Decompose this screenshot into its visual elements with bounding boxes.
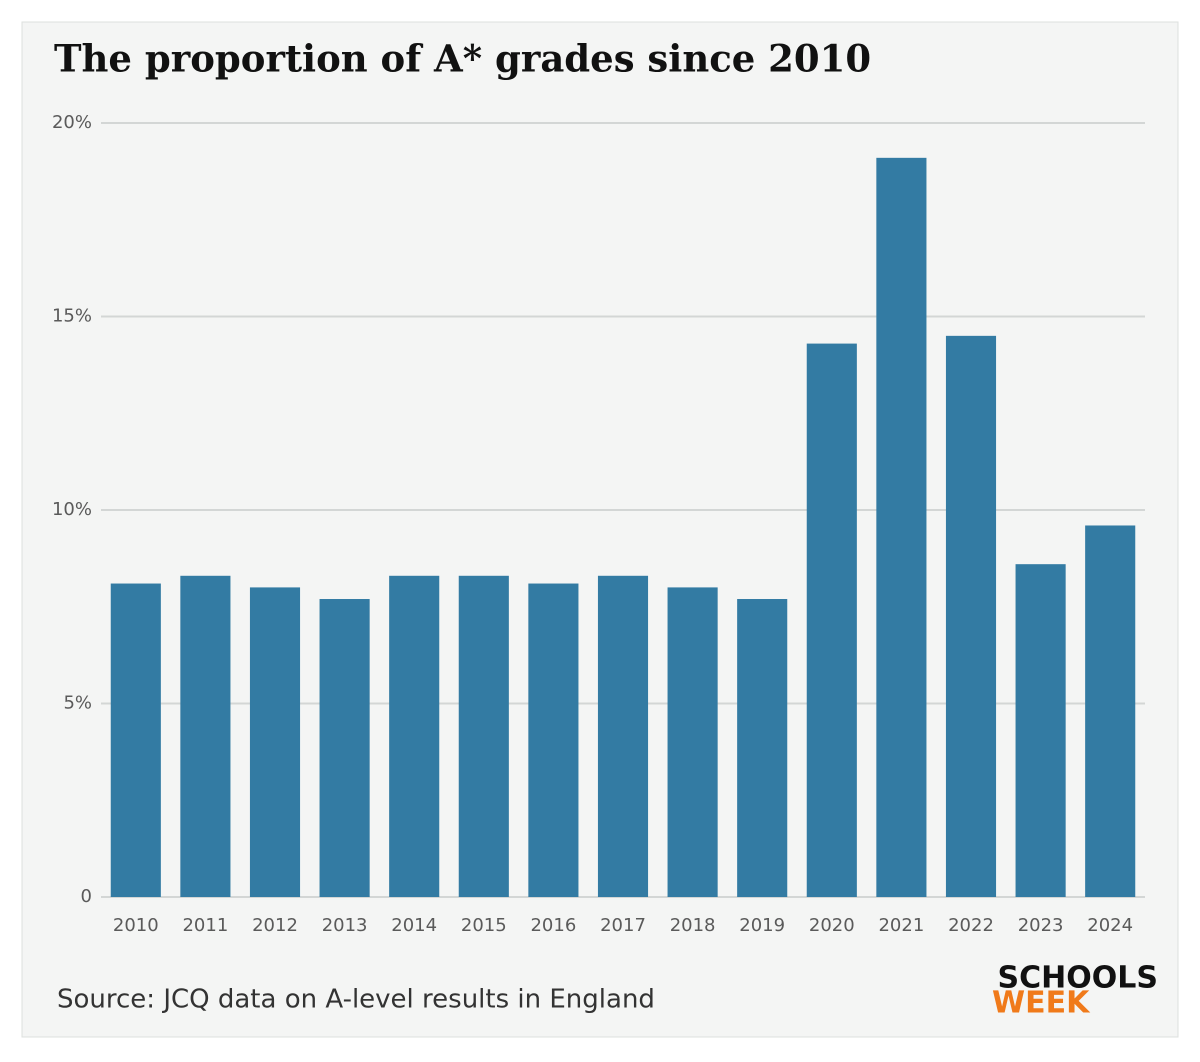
chart-title: The proportion of A* grades since 2010 — [54, 37, 871, 81]
logo-line1: SCHOOLS — [998, 961, 1158, 996]
source: Source: JCQ data on A-level results in E… — [57, 985, 655, 1015]
y-tick-label: 5% — [63, 693, 92, 714]
logo-line2: WEEK — [992, 986, 1091, 1021]
x-tick-label: 2023 — [1018, 915, 1064, 936]
x-tick-label: 2017 — [600, 915, 646, 936]
y-tick-label: 10% — [52, 499, 92, 520]
bar — [110, 583, 161, 897]
bar — [180, 575, 231, 897]
x-tick-label: 2010 — [113, 915, 159, 936]
bar — [1085, 525, 1136, 897]
bar — [1015, 564, 1066, 897]
bar — [806, 343, 857, 898]
y-tick-label: 0 — [81, 886, 92, 907]
y-tick-label: 15% — [52, 306, 92, 327]
bar — [249, 587, 301, 897]
x-tick-label: 2019 — [739, 915, 785, 936]
bar — [737, 599, 788, 897]
bar — [876, 157, 927, 897]
x-tick-label: 2016 — [530, 915, 576, 936]
x-tick-label: 2014 — [391, 915, 437, 936]
x-tick-label: 2011 — [182, 915, 228, 936]
x-tick-label: 2024 — [1087, 915, 1133, 936]
x-tick-label: 2015 — [461, 915, 507, 936]
bar — [945, 335, 997, 898]
bar — [458, 575, 509, 897]
x-tick-label: 2022 — [948, 915, 994, 936]
bar — [319, 599, 370, 897]
x-tick-label: 2018 — [670, 915, 716, 936]
bar — [597, 575, 649, 897]
x-tick-label: 2013 — [322, 915, 368, 936]
bar — [667, 587, 718, 897]
bar — [389, 575, 440, 897]
x-tick-label: 2012 — [252, 915, 298, 936]
x-tick-label: 2021 — [878, 915, 924, 936]
x-tick-label: 2020 — [809, 915, 855, 936]
y-tick-label: 20% — [52, 112, 92, 133]
bar — [528, 583, 579, 897]
